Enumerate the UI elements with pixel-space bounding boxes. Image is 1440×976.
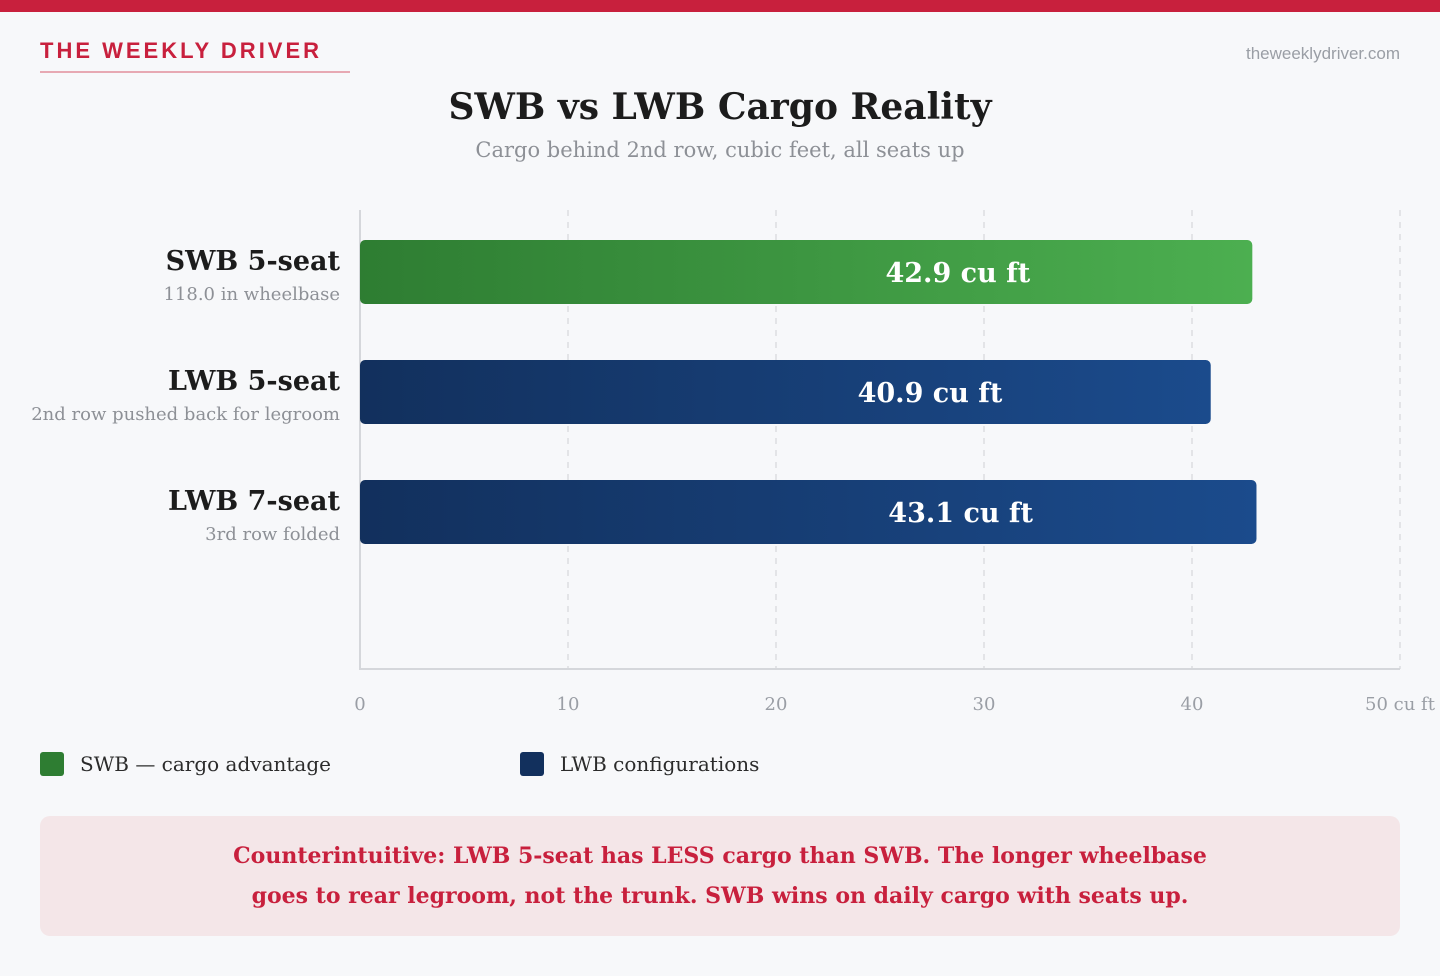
x-tick-label: 20 <box>765 694 788 715</box>
brand-logo-text: THE WEEKLY DRIVER <box>40 38 323 63</box>
brand-underline <box>40 71 350 73</box>
category-label: LWB 5-seat <box>168 366 341 397</box>
legend-label-lwb: LWB configurations <box>560 752 760 776</box>
x-tick-label: 0 <box>354 694 365 715</box>
x-tick-label: 30 <box>973 694 996 715</box>
category-note: 3rd row folded <box>205 524 340 545</box>
bar-lwb-5-seat <box>360 360 1211 424</box>
legend-swatch-swb <box>40 752 64 776</box>
legend-label-swb: SWB — cargo advantage <box>80 752 331 776</box>
bar-value-label: 43.1 cu ft <box>888 498 1033 529</box>
category-note: 2nd row pushed back for legroom <box>31 404 340 425</box>
chart-title: SWB vs LWB Cargo Reality <box>448 86 992 128</box>
x-tick-label: 50 cu ft <box>1365 694 1436 715</box>
bar-value-label: 40.9 cu ft <box>858 378 1003 409</box>
bar-swb-5-seat <box>360 240 1253 304</box>
top-accent-bar <box>0 0 1440 12</box>
bar-value-label: 42.9 cu ft <box>885 258 1030 289</box>
legend-item-swb: SWB — cargo advantage <box>40 752 331 776</box>
legend-swatch-lwb <box>520 752 544 776</box>
insight-callout: Counterintuitive: LWB 5-seat has LESS ca… <box>40 816 1400 936</box>
x-tick-label: 40 <box>1181 694 1204 715</box>
callout-text: Counterintuitive: LWB 5-seat has LESS ca… <box>233 843 1207 909</box>
legend-item-lwb: LWB configurations <box>520 752 759 776</box>
chart-subtitle: Cargo behind 2nd row, cubic feet, all se… <box>475 138 965 162</box>
category-label: LWB 7-seat <box>168 486 341 517</box>
category-note: 118.0 in wheelbase <box>163 284 340 305</box>
bar-lwb-7-seat <box>360 480 1257 544</box>
x-tick-label: 10 <box>557 694 580 715</box>
category-label: SWB 5-seat <box>166 246 341 277</box>
site-url: theweeklydriver.com <box>1245 44 1400 63</box>
